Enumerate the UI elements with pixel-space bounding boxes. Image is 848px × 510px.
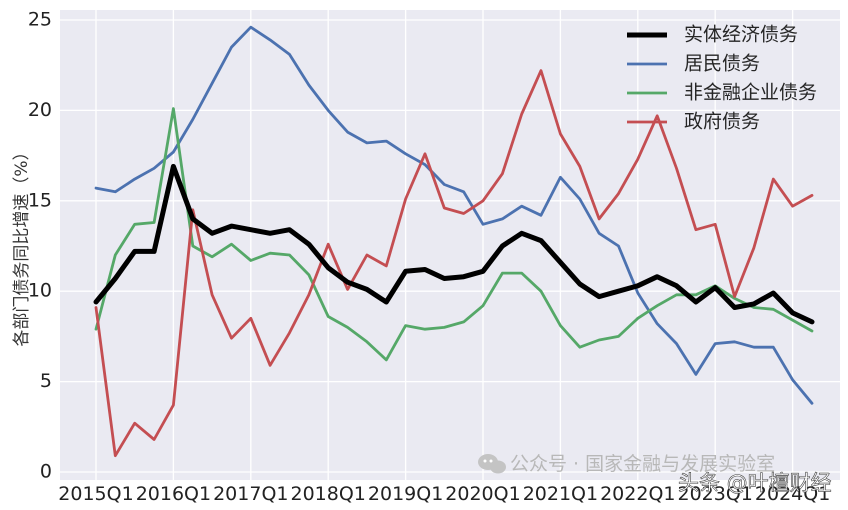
y-tick-label: 20 <box>28 99 52 121</box>
wechat-icon <box>478 454 506 474</box>
x-tick-label: 2022Q1 <box>600 483 675 505</box>
watermark-text-2: 头条 @叶檀财经 <box>678 471 832 495</box>
x-tick-labels: 2015Q1 2016Q1 2017Q1 2018Q1 2019Q1 2020Q1 2021… <box>58 483 830 505</box>
y-tick-labels: 0 5 10 15 20 25 <box>28 9 52 483</box>
y-tick-label: 15 <box>28 189 52 211</box>
x-tick-label: 2021Q1 <box>523 483 598 505</box>
x-tick-label: 2015Q1 <box>58 483 133 505</box>
series-lines <box>93 25 815 458</box>
legend-label: 政府债务 <box>684 111 760 133</box>
series-line-0 <box>93 163 815 325</box>
x-tick-label: 2024Q1 <box>755 483 830 505</box>
watermark: 公众号 · 国家金融与发展实验室 头条 @叶檀财经 <box>478 453 832 495</box>
y-tick-label: 5 <box>40 370 52 392</box>
x-tick-label: 2018Q1 <box>290 483 365 505</box>
plot-background <box>60 10 840 480</box>
watermark-text-1: 公众号 · 国家金融与发展实验室 <box>510 453 775 475</box>
x-gridlines <box>95 10 794 480</box>
x-tick-label: 2017Q1 <box>213 483 288 505</box>
x-tick-label: 2016Q1 <box>136 483 211 505</box>
x-tick-label: 2023Q1 <box>677 483 752 505</box>
y-tick-label: 0 <box>40 461 52 483</box>
x-tick-label: 2020Q1 <box>445 483 520 505</box>
legend-label: 实体经济债务 <box>684 24 798 46</box>
x-tick-label: 2019Q1 <box>368 483 443 505</box>
y-tick-label: 10 <box>28 280 52 302</box>
y-tick-label: 25 <box>28 9 52 31</box>
series-line-3 <box>94 69 814 458</box>
legend-label: 非金融企业债务 <box>684 82 817 104</box>
series-line-2 <box>94 107 814 362</box>
legend-label: 居民债务 <box>684 53 760 75</box>
y-gridlines <box>60 19 840 473</box>
y-axis-label: 各部门债务同比增速（%） <box>12 143 32 346</box>
series-line-1 <box>94 25 814 405</box>
